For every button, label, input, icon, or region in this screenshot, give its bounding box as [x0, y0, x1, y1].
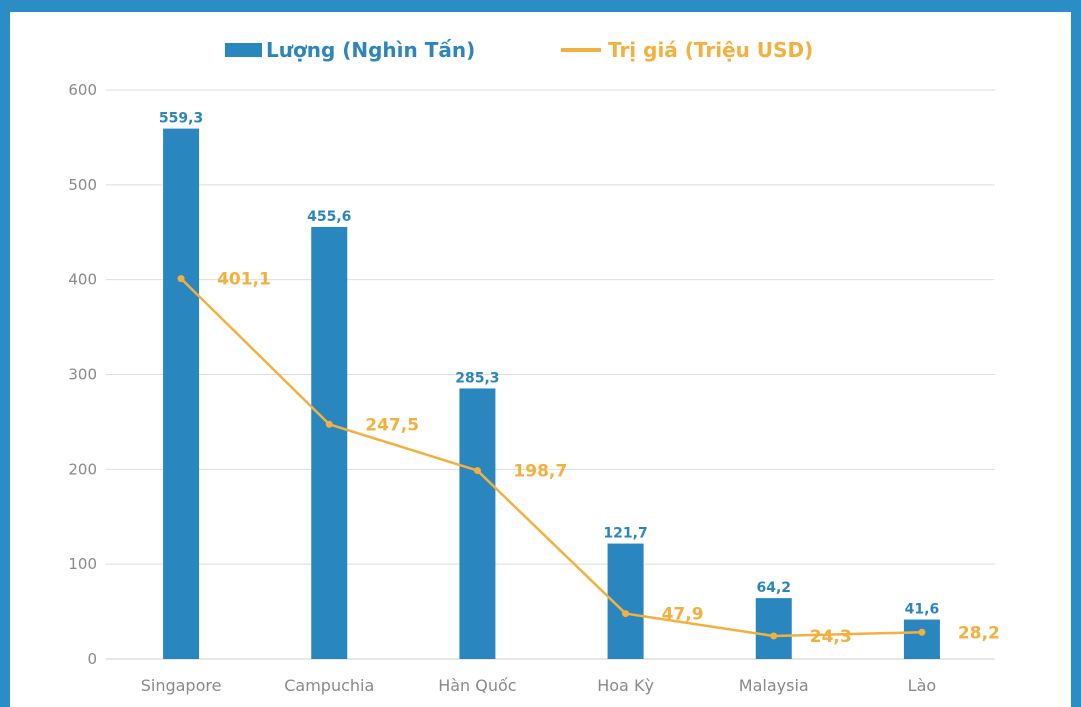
bar	[755, 598, 792, 659]
bar	[311, 226, 348, 659]
line-series: 401,1 247,5 198,7 47,9 24,3 28,2	[177, 270, 1000, 647]
x-tick-label: Hàn Quốc	[438, 676, 516, 695]
x-tick-label: Malaysia	[739, 676, 809, 695]
y-tick-label: 400	[68, 271, 97, 289]
y-axis-ticks: 0 100 200 300 400 500 600	[68, 81, 97, 668]
x-axis-labels: Singapore Campuchia Hàn Quốc Hoa Kỳ Malaysia…	[141, 676, 936, 695]
legend-label-quantity: Lượng (Nghìn Tấn)	[266, 38, 475, 62]
bar-data-label: 455,6	[307, 209, 351, 225]
line-data-label: 198,7	[513, 462, 567, 482]
x-tick-label: Singapore	[141, 676, 222, 695]
line-point	[473, 467, 481, 475]
y-tick-label: 0	[87, 650, 97, 668]
x-tick-label: Lào	[908, 676, 937, 695]
y-tick-label: 300	[68, 366, 97, 384]
legend-label-value: Trị giá (Triệu USD)	[608, 38, 813, 62]
line-data-label: 47,9	[662, 605, 704, 625]
bar-data-label: 285,3	[455, 370, 499, 386]
bar-series: 559,3 455,6 285,3 121,7 64,2 41,6	[159, 111, 940, 659]
bar-data-label: 559,3	[159, 111, 203, 127]
legend: Lượng (Nghìn Tấn) Trị giá (Triệu USD)	[225, 38, 813, 62]
chart: Lượng (Nghìn Tấn) Trị giá (Triệu USD) 0 1…	[68, 38, 1000, 695]
series-line	[180, 277, 922, 638]
x-tick-label: Hoa Kỳ	[597, 676, 654, 695]
gridlines	[106, 89, 995, 660]
line-point	[918, 628, 926, 636]
legend-swatch-quantity	[225, 43, 262, 57]
y-tick-label: 600	[68, 81, 97, 99]
bar	[903, 619, 940, 659]
bar-data-label: 64,2	[756, 580, 791, 596]
line-data-label: 28,2	[958, 623, 1000, 643]
bar-data-label: 121,7	[603, 526, 647, 542]
bar	[459, 388, 496, 659]
bar	[163, 128, 200, 659]
y-tick-label: 200	[68, 460, 97, 478]
chart-card: Lượng (Nghìn Tấn) Trị giá (Triệu USD) 0 1…	[10, 12, 1071, 707]
line-data-label: 247,5	[365, 415, 419, 435]
line-point	[177, 275, 185, 283]
y-tick-label: 100	[68, 555, 97, 573]
line-data-label: 401,1	[217, 270, 271, 290]
y-tick-label: 500	[68, 176, 97, 194]
bar-data-label: 41,6	[905, 602, 940, 618]
line-point	[622, 610, 630, 618]
line-point	[325, 420, 333, 428]
line-point	[770, 632, 778, 640]
line-data-label: 24,3	[810, 627, 852, 647]
x-tick-label: Campuchia	[284, 676, 374, 695]
